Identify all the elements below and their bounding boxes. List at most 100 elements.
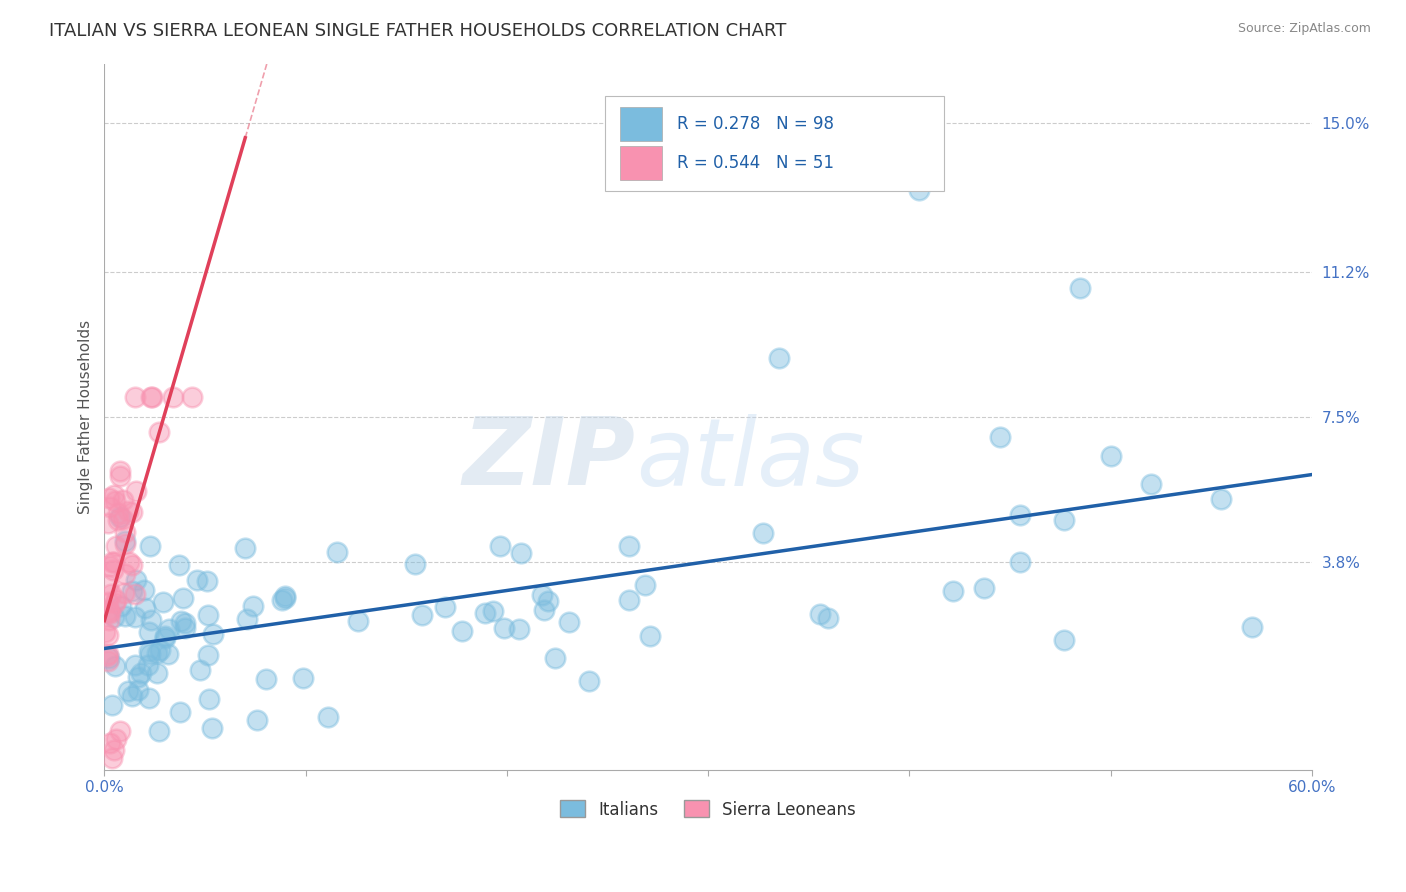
Point (242, 599, 264, 614)
Point (197, 607, 219, 622)
Point (124, 609, 146, 624)
Point (112, 585, 135, 599)
Point (347, 614, 370, 628)
Point (107, 506, 129, 520)
Point (180, 391, 202, 405)
Point (530, 588, 553, 602)
Point (1053, 632, 1076, 647)
Point (105, 540, 128, 554)
Point (101, 751, 124, 765)
Point (97, 654, 120, 668)
Point (169, 705, 191, 719)
Point (97, 578, 120, 592)
Point (103, 743, 125, 757)
Point (1008, 555, 1031, 569)
Point (114, 608, 136, 623)
Y-axis label: Single Father Households: Single Father Households (79, 320, 93, 514)
Point (98, 613, 121, 627)
Point (108, 510, 131, 524)
Point (155, 629, 177, 643)
Point (121, 584, 143, 599)
Point (170, 614, 193, 628)
Point (124, 391, 146, 405)
Point (97, 516, 120, 530)
Point (162, 391, 184, 405)
Point (118, 555, 141, 569)
Point (105, 731, 128, 746)
Point (325, 545, 347, 559)
Text: Source: ZipAtlas.com: Source: ZipAtlas.com (1237, 22, 1371, 36)
Point (148, 723, 170, 738)
Point (105, 592, 128, 607)
Text: atlas: atlas (636, 414, 863, 505)
Point (114, 534, 136, 549)
Point (640, 629, 662, 643)
Point (274, 591, 297, 605)
Point (482, 604, 505, 618)
Point (114, 537, 136, 551)
Point (155, 632, 177, 646)
Point (156, 647, 179, 661)
Point (544, 651, 567, 665)
Point (149, 643, 172, 657)
Point (121, 689, 143, 703)
Point (96, 648, 118, 663)
Point (103, 555, 125, 569)
Point (434, 599, 457, 614)
Point (93, 625, 115, 640)
Point (1240, 620, 1263, 634)
Point (817, 611, 839, 625)
Point (108, 464, 131, 478)
Point (110, 468, 132, 483)
Point (104, 658, 127, 673)
Point (271, 592, 294, 607)
Point (316, 710, 339, 724)
Point (404, 557, 426, 571)
Point (117, 504, 139, 518)
Point (411, 607, 433, 622)
Point (107, 512, 129, 526)
Point (148, 425, 170, 439)
Point (98, 605, 121, 619)
Point (1211, 492, 1233, 507)
Point (111, 512, 134, 526)
Point (103, 609, 125, 624)
Point (104, 595, 127, 609)
Point (97, 647, 120, 661)
Point (97, 595, 120, 609)
Point (129, 666, 152, 681)
Point (112, 492, 135, 507)
Point (134, 601, 156, 615)
Point (197, 648, 219, 662)
Point (908, 183, 931, 197)
Point (110, 599, 132, 614)
Point (146, 647, 169, 661)
Point (114, 525, 136, 540)
Point (202, 626, 225, 640)
Point (138, 690, 160, 705)
Point (98, 603, 121, 617)
Point (141, 391, 163, 405)
Point (173, 616, 195, 631)
Point (127, 671, 149, 685)
Point (127, 682, 149, 697)
Point (110, 723, 132, 738)
Point (201, 721, 224, 735)
Point (537, 593, 560, 607)
Point (988, 430, 1011, 444)
Point (236, 612, 259, 626)
Point (509, 546, 531, 560)
Point (494, 621, 516, 635)
Point (254, 672, 277, 686)
Point (101, 555, 124, 569)
Point (98, 491, 121, 506)
Point (533, 603, 555, 617)
Point (139, 647, 162, 661)
Point (474, 607, 496, 621)
Point (1099, 449, 1122, 463)
Text: ZIP: ZIP (463, 413, 636, 506)
Point (98, 651, 121, 665)
Point (942, 583, 965, 598)
FancyBboxPatch shape (620, 146, 662, 180)
Point (146, 666, 169, 681)
